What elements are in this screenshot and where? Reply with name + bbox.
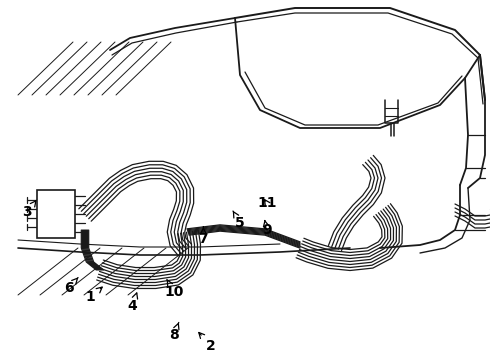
Text: 6: 6: [64, 278, 78, 295]
Text: 8: 8: [169, 323, 179, 342]
Text: 11: 11: [257, 197, 277, 210]
Text: 3: 3: [22, 201, 36, 219]
Text: 9: 9: [262, 220, 272, 237]
Bar: [37, 190, 75, 238]
Text: 10: 10: [164, 279, 184, 298]
Text: 5: 5: [233, 211, 245, 230]
Text: 4: 4: [127, 293, 138, 313]
Text: 2: 2: [199, 333, 216, 352]
Text: 7: 7: [198, 227, 208, 246]
Text: 1: 1: [86, 287, 102, 304]
